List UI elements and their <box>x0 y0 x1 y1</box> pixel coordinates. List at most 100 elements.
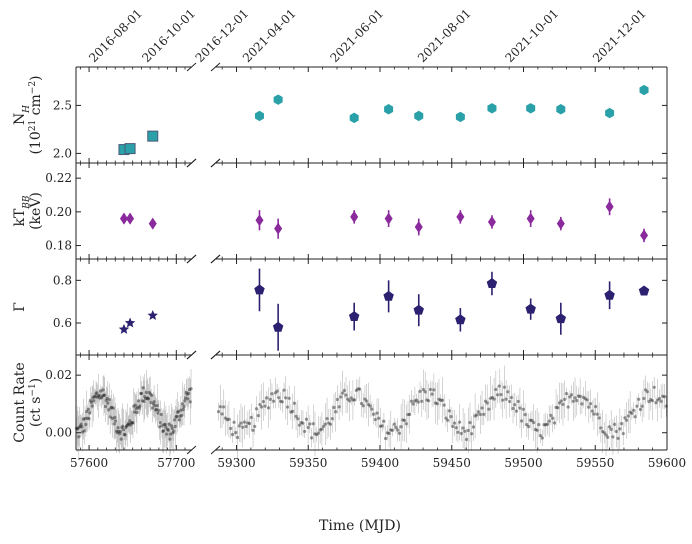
data-point-circle <box>129 421 133 425</box>
data-point-circle <box>107 408 111 412</box>
data-point-circle <box>649 397 653 402</box>
data-point-circle <box>239 421 243 425</box>
top-date-axis: 2016-08-012016-10-012016-12-012021-04-01… <box>86 6 649 65</box>
panel-gamma: 0.6 0.8 Γ <box>12 254 668 360</box>
data-point-circle <box>332 405 336 410</box>
light-curve <box>74 365 668 461</box>
data-point-circle <box>373 417 377 422</box>
data-point-circle <box>371 412 376 416</box>
data-point-circle <box>183 396 188 400</box>
data-point-circle <box>260 405 264 409</box>
data-point-circle <box>315 433 319 437</box>
y-tick-label: 2.0 <box>53 146 72 160</box>
axis-break-mark <box>210 350 221 360</box>
data-point-circle <box>397 431 401 435</box>
data-point-circle <box>427 399 431 403</box>
data-point-circle <box>107 397 112 402</box>
data-point-hexagon <box>639 84 649 96</box>
data-point-circle <box>185 392 189 396</box>
data-point-circle <box>143 394 147 399</box>
data-point-circle <box>155 403 159 408</box>
data-point-circle <box>159 412 163 417</box>
data-point-pentagon <box>604 289 615 300</box>
data-point-circle <box>518 406 522 410</box>
top-date-label: 2016-10-01 <box>139 6 198 65</box>
data-point-circle <box>607 425 612 429</box>
data-point-circle <box>401 418 405 422</box>
data-point-circle <box>78 424 82 428</box>
data-point-circle <box>656 398 660 402</box>
data-point-circle <box>661 394 665 398</box>
data-point-circle <box>139 391 143 396</box>
data-point-circle <box>654 401 658 405</box>
data-point-circle <box>128 423 133 427</box>
data-point-circle <box>318 428 322 432</box>
y-axis-label: Γ <box>12 302 28 312</box>
data-point-circle <box>180 402 185 406</box>
data-point-circle <box>535 428 539 432</box>
data-point-circle <box>619 422 624 426</box>
data-point-circle <box>662 395 667 399</box>
data-point-circle <box>390 428 395 432</box>
data-point-circle <box>446 418 450 422</box>
data-point-circle <box>516 399 520 404</box>
data-point-circle <box>81 430 85 434</box>
data-point-circle <box>439 398 443 402</box>
data-point-circle <box>166 428 170 432</box>
data-point-circle <box>220 412 224 416</box>
data-point-circle <box>580 402 584 406</box>
data-point-circle <box>585 398 589 402</box>
data-point-circle <box>308 422 312 426</box>
data-point-circle <box>330 417 334 421</box>
data-point-diamond <box>556 217 565 230</box>
data-point-circle <box>499 392 503 397</box>
data-point-circle <box>520 419 524 423</box>
data-point-circle <box>91 395 95 400</box>
data-point-circle <box>251 428 255 432</box>
data-point-circle <box>642 396 646 401</box>
data-point-circle <box>125 424 129 428</box>
data-point-circle <box>449 415 453 419</box>
data-point-circle <box>399 425 403 429</box>
data-point-circle <box>408 412 412 416</box>
data-point-circle <box>275 389 279 393</box>
data-point-circle <box>225 418 229 422</box>
data-point-circle <box>170 426 174 430</box>
data-point-circle <box>169 424 174 428</box>
data-point-circle <box>480 406 484 410</box>
data-point-circle <box>482 412 486 417</box>
data-point-circle <box>659 399 663 403</box>
data-point-circle <box>544 423 548 427</box>
data-point-circle <box>301 421 305 425</box>
data-point-circle <box>623 416 627 420</box>
data-point-circle <box>513 403 517 407</box>
data-point-circle <box>134 407 138 411</box>
data-point-circle <box>433 401 438 405</box>
y-tick-label: 0.6 <box>53 316 72 330</box>
data-point-circle <box>261 400 265 404</box>
data-point-pentagon <box>383 290 394 301</box>
data-point-circle <box>406 413 410 417</box>
data-point-pentagon <box>486 278 498 288</box>
data-point-circle <box>611 435 615 439</box>
data-point-circle <box>561 402 565 407</box>
data-point-circle <box>136 405 140 409</box>
top-date-label: 2021-08-01 <box>415 6 474 65</box>
data-point-circle <box>167 422 171 426</box>
data-point-pentagon <box>272 321 284 332</box>
data-point-circle <box>133 403 137 407</box>
data-point-diamond <box>255 214 264 227</box>
data-point-circle <box>423 390 427 394</box>
data-point-pentagon <box>413 304 424 315</box>
data-point-circle <box>75 427 79 431</box>
data-point-circle <box>123 433 127 437</box>
data-point-circle <box>459 431 463 436</box>
data-point-circle <box>458 420 462 424</box>
data-point-hexagon <box>605 107 615 119</box>
data-point-circle <box>530 418 534 423</box>
data-point-circle <box>323 422 327 426</box>
data-point-circle <box>110 405 114 409</box>
data-point-circle <box>88 398 93 403</box>
data-point-circle <box>573 396 577 400</box>
data-point-circle <box>613 422 617 427</box>
